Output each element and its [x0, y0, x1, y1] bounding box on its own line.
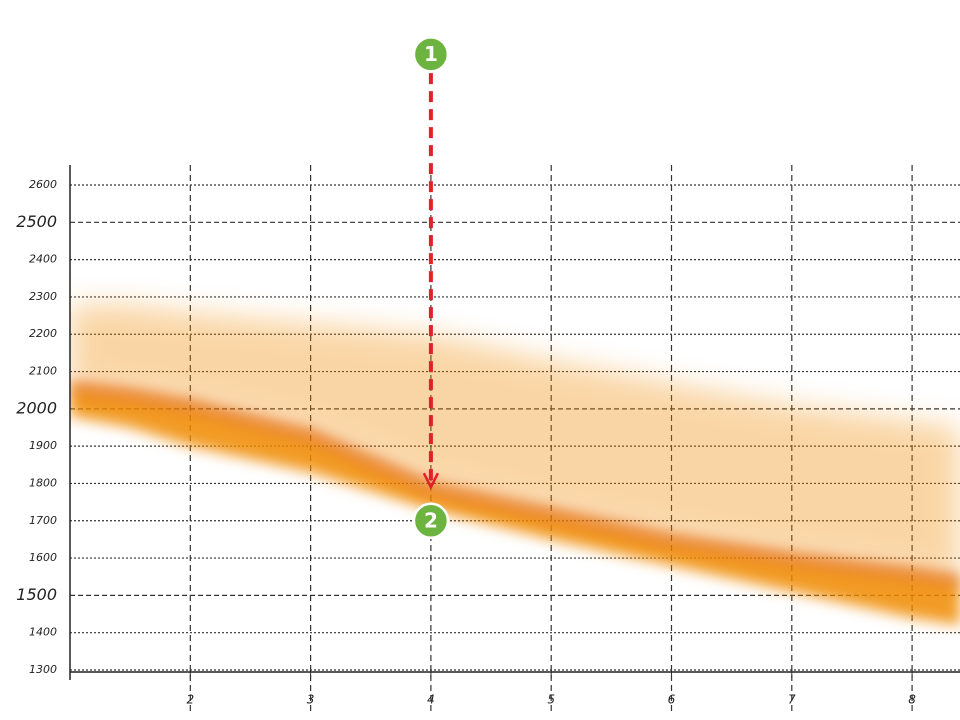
annotation-label: 1	[424, 42, 438, 66]
y-tick-label: 2000	[16, 398, 57, 417]
y-tick-label: 2600	[29, 178, 57, 191]
band	[70, 304, 960, 626]
y-tick-label: 2500	[16, 212, 57, 231]
x-tick-label: 6	[668, 693, 676, 707]
arrow-head	[422, 472, 440, 490]
x-tick-label: 2	[186, 693, 194, 707]
band-upper	[70, 304, 960, 581]
x-tick-label: 7	[788, 693, 796, 707]
x-tick-label: 8	[908, 693, 916, 707]
y-tick-label: 2100	[29, 365, 57, 378]
y-tick-label: 2300	[29, 290, 57, 303]
annotation-label: 2	[424, 508, 438, 532]
annotation-marker	[412, 36, 450, 73]
y-tick-label: 1900	[29, 439, 57, 452]
y-tick-label: 1500	[16, 585, 57, 604]
y-tick-label: 2200	[29, 327, 57, 340]
y-tick-label: 1300	[29, 663, 57, 676]
band-center	[70, 379, 960, 588]
x-tick-label: 5	[547, 693, 555, 707]
y-tick-label: 1400	[29, 626, 57, 639]
y-tick-label: 1700	[29, 514, 57, 527]
y-tick-label: 2400	[29, 253, 57, 266]
annotation-marker	[412, 502, 450, 540]
y-tick-label: 1800	[29, 476, 57, 489]
x-tick-label: 4	[427, 693, 435, 707]
y-tick-label: 1600	[29, 551, 57, 564]
x-tick-label: 3	[307, 693, 315, 707]
